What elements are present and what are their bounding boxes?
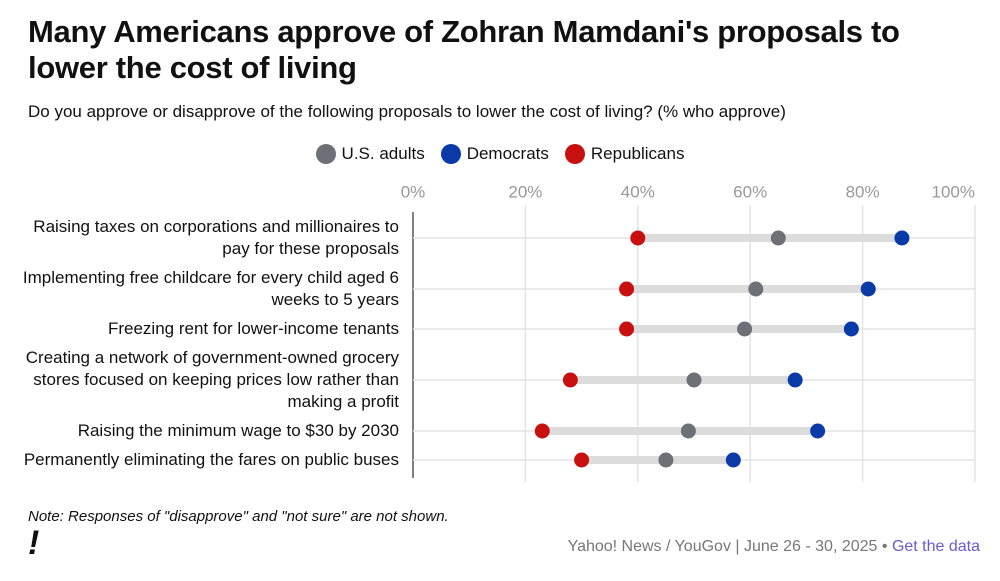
dot bbox=[658, 452, 674, 468]
dot bbox=[843, 321, 859, 337]
dot bbox=[894, 230, 910, 246]
category-label: Implementing free childcare for every ch… bbox=[22, 267, 399, 309]
dot bbox=[574, 452, 590, 468]
category-label: Permanently eliminating the fares on pub… bbox=[23, 449, 399, 469]
dot bbox=[619, 321, 635, 337]
category-label: Creating a network of government-owned g… bbox=[25, 347, 399, 411]
category-labels: Raising taxes on corporations and millio… bbox=[20, 212, 399, 474]
category-label: Raising taxes on corporations and millio… bbox=[33, 216, 399, 258]
dot bbox=[619, 281, 635, 297]
legend-swatch bbox=[564, 144, 585, 164]
x-tick-label: 0% bbox=[401, 182, 426, 201]
source: Yahoo! News / YouGov | June 26 - 30, 202… bbox=[567, 538, 888, 555]
dot bbox=[810, 423, 826, 439]
legend-item: Republicans bbox=[564, 144, 685, 164]
note: Note: Responses of "disapprove" and "not… bbox=[28, 508, 449, 525]
x-tick-label: 60% bbox=[733, 182, 767, 201]
dot bbox=[534, 423, 550, 439]
dot bbox=[770, 230, 786, 246]
legend-label: U.S. adults bbox=[341, 144, 425, 163]
dot bbox=[630, 230, 646, 246]
dot bbox=[748, 281, 764, 297]
dot bbox=[562, 372, 578, 388]
dot bbox=[725, 452, 741, 468]
x-tick-label: 100% bbox=[932, 182, 975, 201]
dot bbox=[686, 372, 702, 388]
legend-label: Republicans bbox=[590, 144, 685, 163]
logo: ! bbox=[28, 524, 40, 562]
category-label: Freezing rent for lower-income tenants bbox=[107, 318, 399, 338]
legend-swatch bbox=[440, 144, 461, 164]
x-tick-label: 40% bbox=[621, 182, 655, 201]
data-link[interactable]: Get the data bbox=[891, 538, 980, 555]
legend-swatch bbox=[315, 144, 336, 164]
x-tick-label: 20% bbox=[508, 182, 542, 201]
legend-item: Democrats bbox=[440, 144, 549, 164]
legend-label: Democrats bbox=[466, 144, 549, 163]
dot bbox=[787, 372, 803, 388]
legend: U.S. adults Democrats Republicans bbox=[0, 144, 1000, 164]
footer: Yahoo! News / YouGov | June 26 - 30, 202… bbox=[568, 538, 980, 556]
subtitle: Do you approve or disapprove of the foll… bbox=[28, 102, 786, 121]
x-tick-label: 80% bbox=[846, 182, 880, 201]
chart-title: Many Americans approve of Zohran Mamdani… bbox=[28, 14, 900, 85]
dot bbox=[860, 281, 876, 297]
legend-item: U.S. adults bbox=[315, 144, 425, 164]
category-label: Raising the minimum wage to $30 by 2030 bbox=[77, 420, 399, 440]
dot bbox=[680, 423, 696, 439]
dot bbox=[737, 321, 753, 337]
